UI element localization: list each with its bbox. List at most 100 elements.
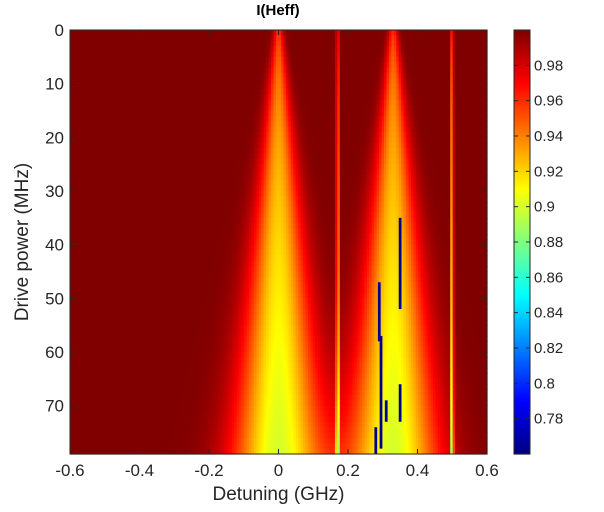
heatmap-cell <box>249 276 253 283</box>
heatmap-cell <box>268 223 272 230</box>
heatmap-cell <box>334 40 338 47</box>
heatmap-cell <box>418 276 422 283</box>
heatmap-cell <box>212 346 216 353</box>
heatmap-cell <box>229 217 233 224</box>
heatmap-cell <box>472 341 478 348</box>
heatmap-cell <box>464 287 488 294</box>
heatmap-cell <box>342 346 346 353</box>
heatmap-cell <box>244 276 248 283</box>
heatmap-cell <box>273 212 277 219</box>
heatmap-cell <box>369 191 373 197</box>
heatmap-cell <box>263 314 267 321</box>
heatmap-cell <box>477 335 488 342</box>
heatmap-cell <box>305 207 309 214</box>
heatmap-cell <box>280 169 285 176</box>
heatmap-cell <box>361 271 365 278</box>
heatmap-cell <box>315 196 319 203</box>
heatmap-cell <box>374 325 378 332</box>
heatmap-cell <box>332 357 336 364</box>
heatmap-cell <box>352 207 356 214</box>
heatmap-cell <box>381 223 385 230</box>
heatmap-cell <box>305 292 309 299</box>
heatmap-cell <box>381 201 385 208</box>
heatmap-cell <box>447 352 451 358</box>
heatmap-cell <box>349 314 353 321</box>
heatmap-cell <box>256 228 260 235</box>
heatmap-cell <box>258 282 262 289</box>
heatmap-cell <box>337 83 341 90</box>
heatmap-cell <box>376 131 380 138</box>
heatmap-cell <box>398 196 402 203</box>
heatmap-cell <box>364 207 368 214</box>
heatmap-cell <box>263 196 267 203</box>
heatmap-cell <box>325 292 329 299</box>
heatmap-cell <box>312 292 316 299</box>
heatmap-cell <box>452 137 456 144</box>
heatmap-cell <box>347 201 351 208</box>
heatmap-cell <box>342 309 346 316</box>
heatmap-cell <box>472 357 478 364</box>
heatmap-cell <box>356 255 361 262</box>
heatmap-cell <box>334 217 338 224</box>
heatmap-cell <box>452 46 456 53</box>
heatmap-cell <box>339 346 343 353</box>
heatmap-cell <box>388 137 392 144</box>
heatmap-cell <box>352 217 356 224</box>
heatmap-cell <box>359 260 363 267</box>
heatmap-cell <box>305 250 309 257</box>
heatmap-cell <box>266 266 270 273</box>
heatmap-cell <box>433 276 437 283</box>
heatmap-cell <box>219 362 223 369</box>
heatmap-cell <box>268 40 272 47</box>
heatmap-cell <box>70 282 208 289</box>
heatmap-cell <box>428 250 432 257</box>
heatmap-cell <box>440 303 444 310</box>
heatmap-cell <box>352 303 356 310</box>
heatmap-cell <box>234 169 238 176</box>
heatmap-cell <box>283 121 287 128</box>
heatmap-cell <box>70 56 262 63</box>
heatmap-cell <box>408 217 412 224</box>
heatmap-cell <box>295 303 299 310</box>
heatmap-cell <box>266 94 270 101</box>
heatmap-cell <box>425 201 429 208</box>
heatmap-cell <box>415 99 419 106</box>
heatmap-cell <box>322 228 326 235</box>
heatmap-cell <box>298 174 302 181</box>
heatmap-cell <box>418 341 422 348</box>
heatmap-cell <box>312 191 316 197</box>
heatmap-cell <box>366 131 370 138</box>
heatmap-cell <box>256 148 260 155</box>
heatmap-cell <box>253 292 258 299</box>
heatmap-cell <box>356 158 361 165</box>
heatmap-cell <box>383 319 388 326</box>
heatmap-cell <box>393 217 397 224</box>
heatmap-cell <box>371 89 375 96</box>
heatmap-cell <box>420 282 424 289</box>
heatmap-cell <box>258 335 262 342</box>
heatmap-cell <box>347 223 351 230</box>
heatmap-cell <box>383 153 388 160</box>
heatmap-cell <box>288 255 292 262</box>
heatmap-cell <box>408 142 412 149</box>
heatmap-cell <box>276 250 282 257</box>
heatmap-cell <box>295 169 299 176</box>
heatmap-cell <box>455 287 459 294</box>
heatmap-cell <box>391 276 395 283</box>
heatmap-cell <box>209 341 213 348</box>
heatmap-cell <box>266 223 270 230</box>
heatmap-cell <box>317 346 321 353</box>
heatmap-cell <box>337 362 341 369</box>
heatmap-cell <box>305 282 309 289</box>
heatmap-cell <box>374 309 378 316</box>
heatmap-cell <box>246 131 250 138</box>
heatmap-cell <box>452 271 456 278</box>
heatmap-cell <box>246 158 250 165</box>
heatmap-cell <box>325 271 329 278</box>
heatmap-cell <box>288 335 292 342</box>
heatmap-cell <box>261 250 265 257</box>
heatmap-cell <box>371 121 375 128</box>
heatmap-cell <box>276 239 282 246</box>
heatmap-cell <box>226 276 231 283</box>
heatmap-cell <box>253 287 258 294</box>
